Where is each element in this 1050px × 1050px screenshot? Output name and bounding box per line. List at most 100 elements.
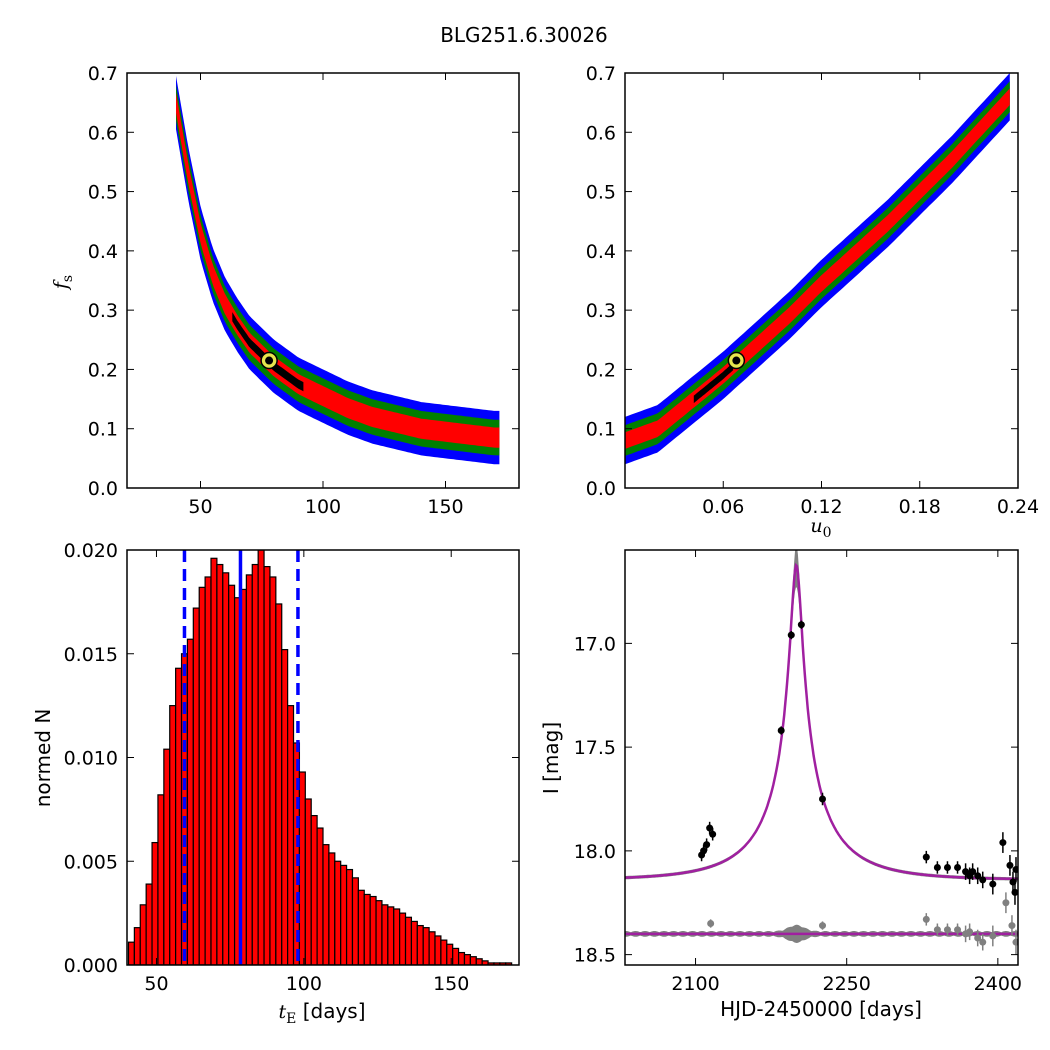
histogram-bar [434,935,442,965]
data-point [1006,861,1014,869]
histogram-bar [463,954,471,965]
histogram-bar [457,951,466,965]
y-tick-label: 0.015 [64,644,118,666]
data-point [969,868,977,876]
panel-tE-histogram: 50 100 150 0.000 0.005 0.010 0.015 0.020 normed… [31,540,520,1027]
p3-xlabel-units: [days] [296,999,365,1023]
x-tick-label: 2250 [823,973,871,995]
figure-title: BLG251.6.30026 [440,23,608,47]
y-tick-label: 0.010 [64,748,118,770]
data-point [703,841,711,849]
y-tick-label: 17.0 [574,633,616,655]
histogram-bar [198,586,206,965]
histogram-bar [127,941,135,965]
y-tick-label: 0.2 [88,359,118,381]
histogram-bar [216,563,224,965]
x-tick-label: 50 [188,496,212,518]
histogram-bar [452,947,460,965]
residual-point [1002,899,1010,907]
clipped-plot-0 [176,76,500,465]
histogram-bar [369,895,377,965]
residual-point [974,934,982,942]
histogram-bar [222,572,230,965]
clipped-plot-3 [625,550,1018,955]
data-point [954,863,962,871]
histogram-bar [328,852,336,965]
confidence-region-green [176,84,500,456]
histogram-bar [399,912,407,965]
data-point [787,631,795,639]
residual-point [989,932,997,940]
histogram-bar [387,906,395,965]
data-point [989,880,997,888]
x-tick-label: 2400 [974,973,1022,995]
best-fit-dot [265,356,274,365]
y-tick-label: 0.2 [586,359,616,381]
x-tick-label: 0.24 [997,496,1039,518]
histogram-bar [345,868,354,965]
y-tick-label: 0.4 [88,241,118,263]
y-tick-label: 0.0 [88,478,118,500]
p4-ylabel: I [mag] [539,722,563,794]
histogram-bar [251,563,259,965]
y-tick-label: 0.4 [586,241,616,263]
residual-point [954,926,962,934]
p2-xlabel-sub: 0 [823,525,832,541]
histogram-bar [228,584,236,965]
data-point [709,830,717,838]
y-tick-label: 0.5 [586,182,616,204]
histogram-bar [310,814,318,965]
panel-light-curve: 2100 2250 2400 17.0 17.5 18.0 18.5 I [mag] HJD… [539,549,1022,1021]
y-tick-label: 0.7 [586,63,616,85]
p3-ylabel: normed N [31,709,55,808]
y-tick-label: 0.020 [64,540,118,562]
x-tick-label: 150 [427,496,463,518]
y-tick-label: 0.1 [586,419,616,441]
confidence-region-core [693,362,734,404]
y-tick-label: 0.3 [586,300,616,322]
p4-xlabel: HJD-2450000 [days] [720,997,922,1021]
data-point [819,795,827,803]
x-tick-label: 50 [144,973,168,995]
residual-point [943,926,951,934]
x-tick-label: 100 [286,973,322,995]
y-tick-label: 0.6 [88,122,118,144]
histogram-bar [287,705,295,965]
residual-point [707,920,715,927]
y-tick-label: 0.0 [586,478,616,500]
model-uncertainty-band [625,550,1018,881]
histogram-bar [375,900,383,965]
histogram-bar [210,557,218,965]
histogram-bar [298,771,306,965]
histogram-bar [281,648,289,965]
histogram-bar [151,841,159,965]
histogram-bar [446,943,454,965]
histogram-bar [304,798,312,965]
y-tick-label: 18.5 [574,945,616,967]
p4-ticks: 2100 2250 2400 17.0 17.5 18.0 18.5 [574,550,1022,995]
p2-xlabel: u0 [810,515,831,541]
p3-xlabel-t: t [278,1001,286,1023]
x-tick-label: 2100 [671,973,719,995]
histogram-bar [316,827,324,965]
data-point [1011,888,1018,896]
histogram-bar [322,844,330,965]
histogram-bar [263,565,271,965]
data-point [933,863,941,871]
p1-ylabel-sub: s [60,275,76,282]
histogram-bar [340,864,348,965]
histogram-bar [440,939,448,965]
y-tick-label: 18.0 [574,841,616,863]
p3-ticks: 50 100 150 0.000 0.005 0.010 0.015 0.020 [64,540,519,995]
best-fit-dot [732,356,741,365]
histogram-bar [416,924,424,965]
histogram-bar [245,574,253,965]
clipped-plot-2 [127,550,513,965]
confidence-region-core [232,312,304,392]
y-tick-label: 0.7 [88,63,118,85]
histogram-bar [357,889,365,965]
data-point [797,621,805,629]
histogram-bar [351,877,359,965]
data-point [700,847,708,855]
panel-fs-vs-tE: 50 100 150 0.0 0.1 0.2 0.3 0.4 0.5 0.6 0.7 fs [50,63,520,518]
